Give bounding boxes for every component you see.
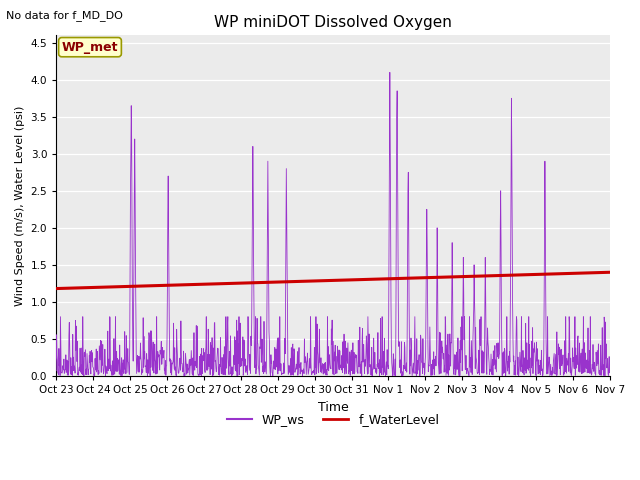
Text: WP_met: WP_met (61, 41, 118, 54)
Text: No data for f_MD_DO: No data for f_MD_DO (6, 10, 124, 21)
Y-axis label: Wind Speed (m/s), Water Level (psi): Wind Speed (m/s), Water Level (psi) (15, 106, 25, 306)
X-axis label: Time: Time (317, 400, 348, 413)
Title: WP miniDOT Dissolved Oxygen: WP miniDOT Dissolved Oxygen (214, 15, 452, 30)
Legend: WP_ws, f_WaterLevel: WP_ws, f_WaterLevel (222, 408, 444, 431)
